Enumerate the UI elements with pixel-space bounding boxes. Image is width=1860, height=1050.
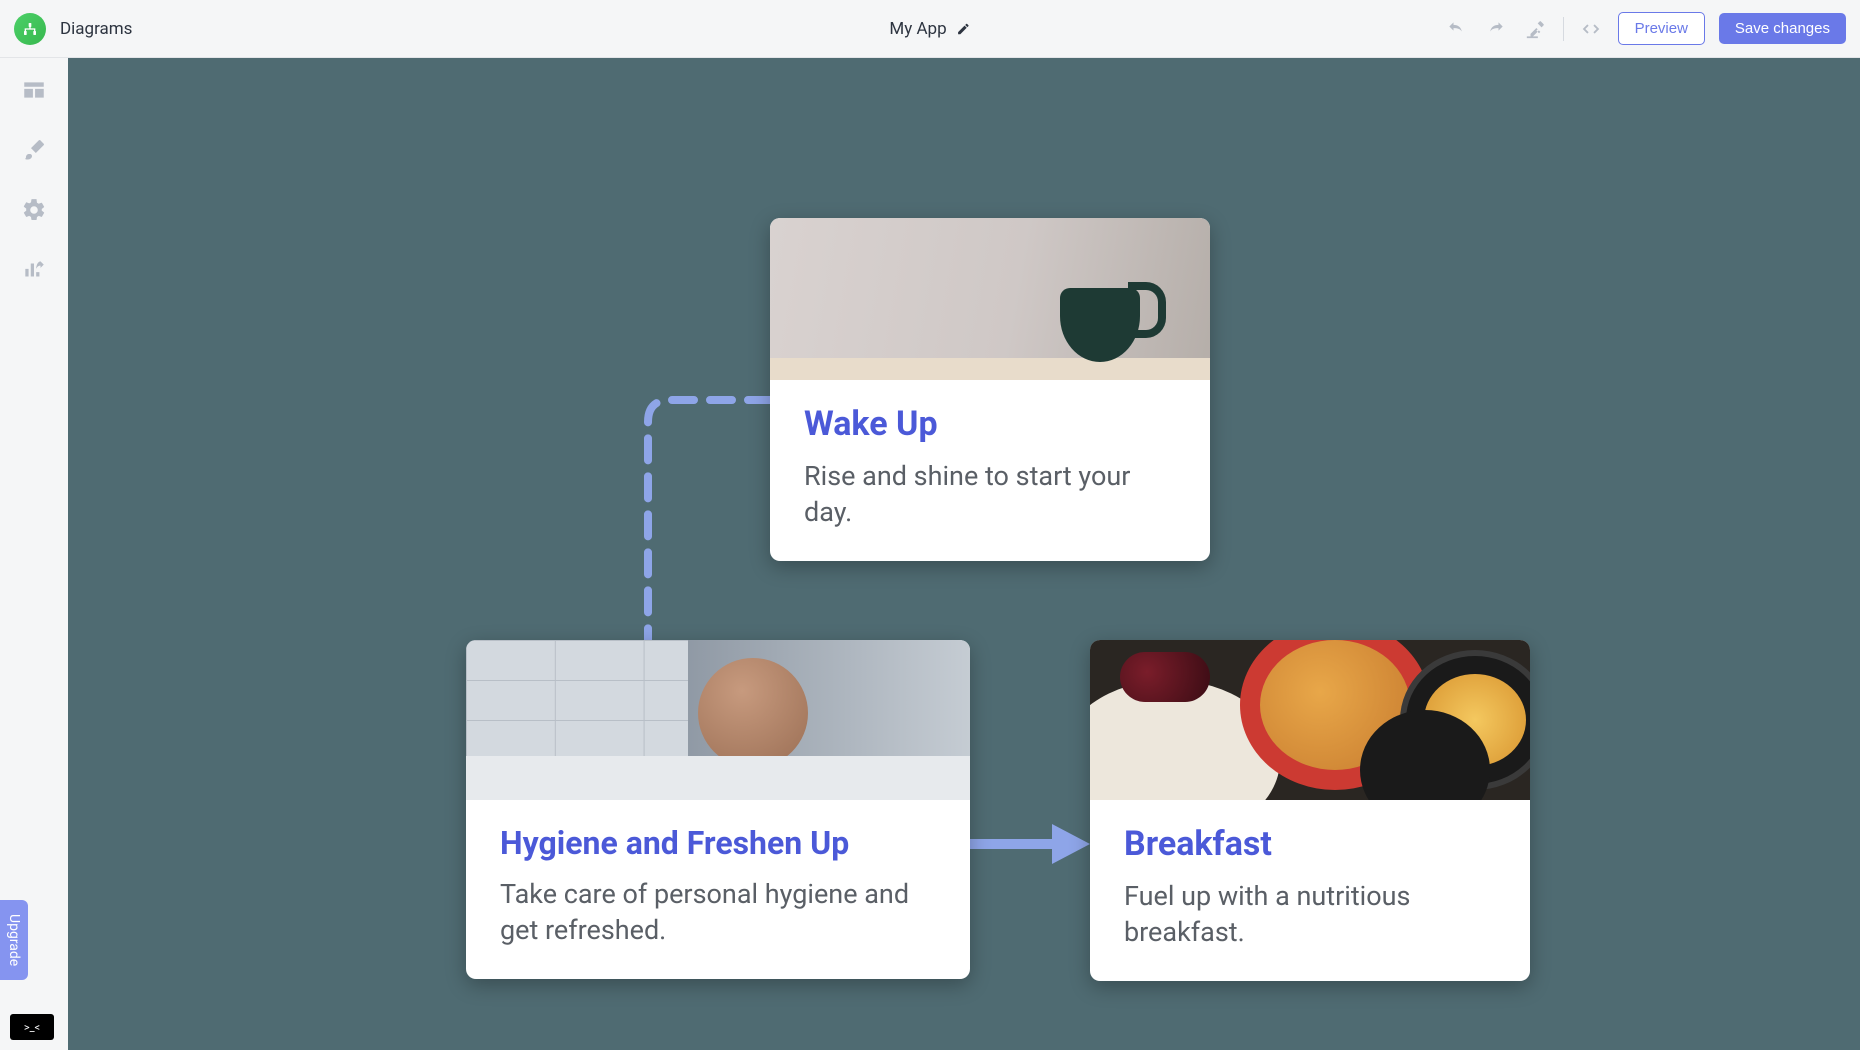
- table-icon[interactable]: [20, 76, 48, 104]
- card-description: Fuel up with a nutritious breakfast.: [1124, 878, 1496, 951]
- edit-title-icon[interactable]: [957, 22, 971, 36]
- redo-icon[interactable]: [1483, 16, 1509, 42]
- analytics-icon[interactable]: [20, 256, 48, 284]
- card-wake-up[interactable]: Wake Up Rise and shine to start your day…: [770, 218, 1210, 561]
- card-title: Hygiene and Freshen Up: [500, 824, 936, 862]
- connector-dashed: [648, 400, 770, 640]
- card-body: Wake Up Rise and shine to start your day…: [770, 380, 1210, 561]
- separator: [1563, 17, 1564, 41]
- sidebar: Upgrade >_<: [0, 58, 68, 1050]
- gear-icon[interactable]: [20, 196, 48, 224]
- card-body: Breakfast Fuel up with a nutritious brea…: [1090, 800, 1530, 981]
- topbar: Diagrams My App Preview Save changes: [0, 0, 1860, 58]
- card-title: Breakfast: [1124, 824, 1496, 864]
- card-description: Take care of personal hygiene and get re…: [500, 876, 936, 949]
- code-icon[interactable]: [1578, 16, 1604, 42]
- card-hygiene[interactable]: Hygiene and Freshen Up Take care of pers…: [466, 640, 970, 979]
- topbar-actions: Preview Save changes: [1443, 12, 1846, 45]
- card-image-hygiene: [466, 640, 970, 800]
- canvas[interactable]: Wake Up Rise and shine to start your day…: [68, 58, 1860, 1050]
- card-body: Hygiene and Freshen Up Take care of pers…: [466, 800, 970, 979]
- undo-icon[interactable]: [1443, 16, 1469, 42]
- main: Upgrade >_< Wake Up Rise and shine to st…: [0, 58, 1860, 1050]
- app-title-wrap: My App: [889, 19, 970, 39]
- card-image-breakfast: [1090, 640, 1530, 800]
- page-name[interactable]: Diagrams: [60, 19, 132, 39]
- upgrade-button[interactable]: Upgrade: [0, 900, 28, 980]
- card-description: Rise and shine to start your day.: [804, 458, 1176, 531]
- brush-icon[interactable]: [20, 136, 48, 164]
- card-title: Wake Up: [804, 404, 1176, 444]
- preview-button[interactable]: Preview: [1618, 12, 1705, 45]
- save-button[interactable]: Save changes: [1719, 13, 1846, 44]
- card-breakfast[interactable]: Breakfast Fuel up with a nutritious brea…: [1090, 640, 1530, 981]
- connector-arrow-head: [1052, 824, 1090, 864]
- terminal-icon[interactable]: >_<: [10, 1014, 54, 1040]
- card-image-wake-up: [770, 218, 1210, 380]
- gavel-icon[interactable]: [1523, 16, 1549, 42]
- app-logo[interactable]: [14, 13, 46, 45]
- app-title[interactable]: My App: [889, 19, 946, 39]
